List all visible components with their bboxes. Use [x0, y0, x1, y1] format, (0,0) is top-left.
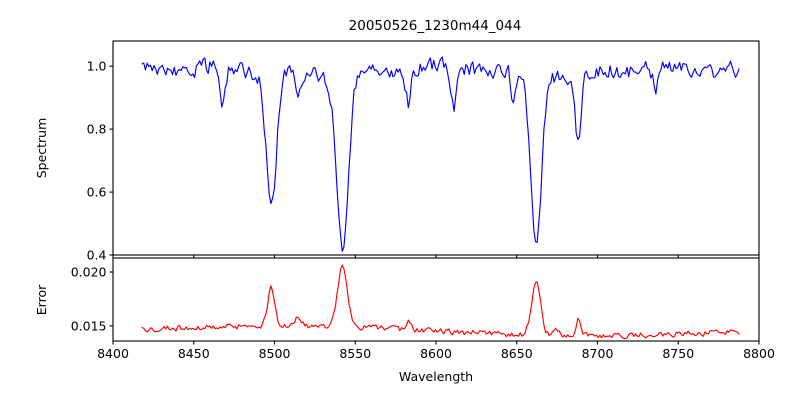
x-tick-label: 8400: [97, 346, 129, 361]
spectrum-y-ticks: 0.4 0.6 0.8 1.0: [87, 59, 113, 262]
x-tick-label: 8600: [420, 346, 452, 361]
x-tick-label: 8550: [339, 346, 371, 361]
error-x-ticks: 8400 8450 8500 8550 8600 8650 8700 8750 8800: [97, 341, 775, 361]
y-tick-label: 0.020: [71, 264, 107, 279]
error-data-line: [141, 264, 740, 340]
spectrum-data-line: [141, 56, 740, 252]
x-tick-label: 8700: [582, 346, 614, 361]
x-tick-label: 8800: [743, 346, 775, 361]
figure-title: 20050526_1230m44_044: [349, 18, 522, 34]
x-tick-label: 8750: [662, 346, 694, 361]
x-tick-label: 8450: [178, 346, 210, 361]
y-tick-label: 0.6: [87, 184, 107, 199]
x-tick-label: 8650: [501, 346, 533, 361]
error-y-ticks: 0.015 0.020: [71, 264, 113, 333]
y-tick-label: 1.0: [87, 59, 107, 74]
y-tick-label: 0.8: [87, 122, 107, 137]
spectrum-panel: 0.4 0.6 0.8 1.0 Spectrum: [34, 40, 760, 262]
y-tick-label: 0.015: [71, 318, 107, 333]
spectrum-y-axis-label: Spectrum: [34, 118, 49, 179]
error-y-axis-label: Error: [34, 284, 49, 315]
x-axis-label: Wavelength: [399, 369, 473, 384]
x-tick-label: 8500: [259, 346, 291, 361]
y-tick-label: 0.4: [87, 247, 107, 262]
